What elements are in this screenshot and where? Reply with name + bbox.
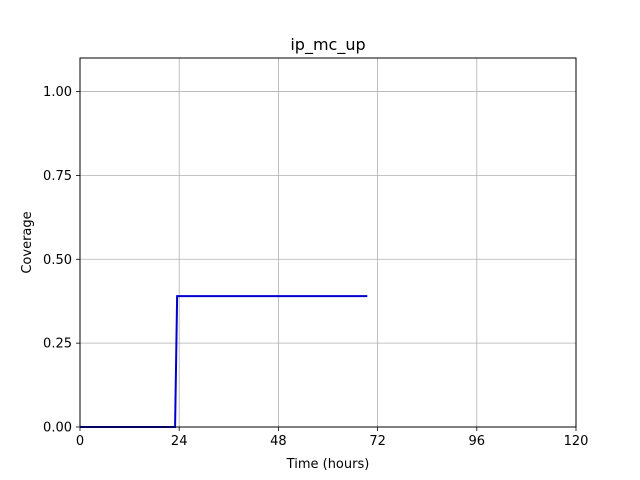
y-tick-label: 0.00 [43,421,72,436]
y-tick-label: 0.75 [43,169,72,184]
y-tick-label: 0.50 [43,253,72,268]
series-layer [80,296,367,427]
x-tick-label: 48 [270,434,287,449]
chart-title: ip_mc_up [290,35,365,55]
y-tick-label: 0.25 [43,337,72,352]
coverage-series-line [80,296,367,427]
y-tick-label: 1.00 [43,85,72,100]
x-tick-label: 24 [171,434,188,449]
x-axis-label: Time (hours) [286,457,370,472]
x-tick-label: 0 [76,434,84,449]
tick-marks [76,92,576,431]
x-tick-label: 120 [564,434,589,449]
grid-lines [80,58,576,427]
y-axis-label: Coverage [20,211,35,273]
x-tick-label: 72 [369,434,386,449]
plot-frame [80,58,576,427]
x-tick-label: 96 [469,434,486,449]
